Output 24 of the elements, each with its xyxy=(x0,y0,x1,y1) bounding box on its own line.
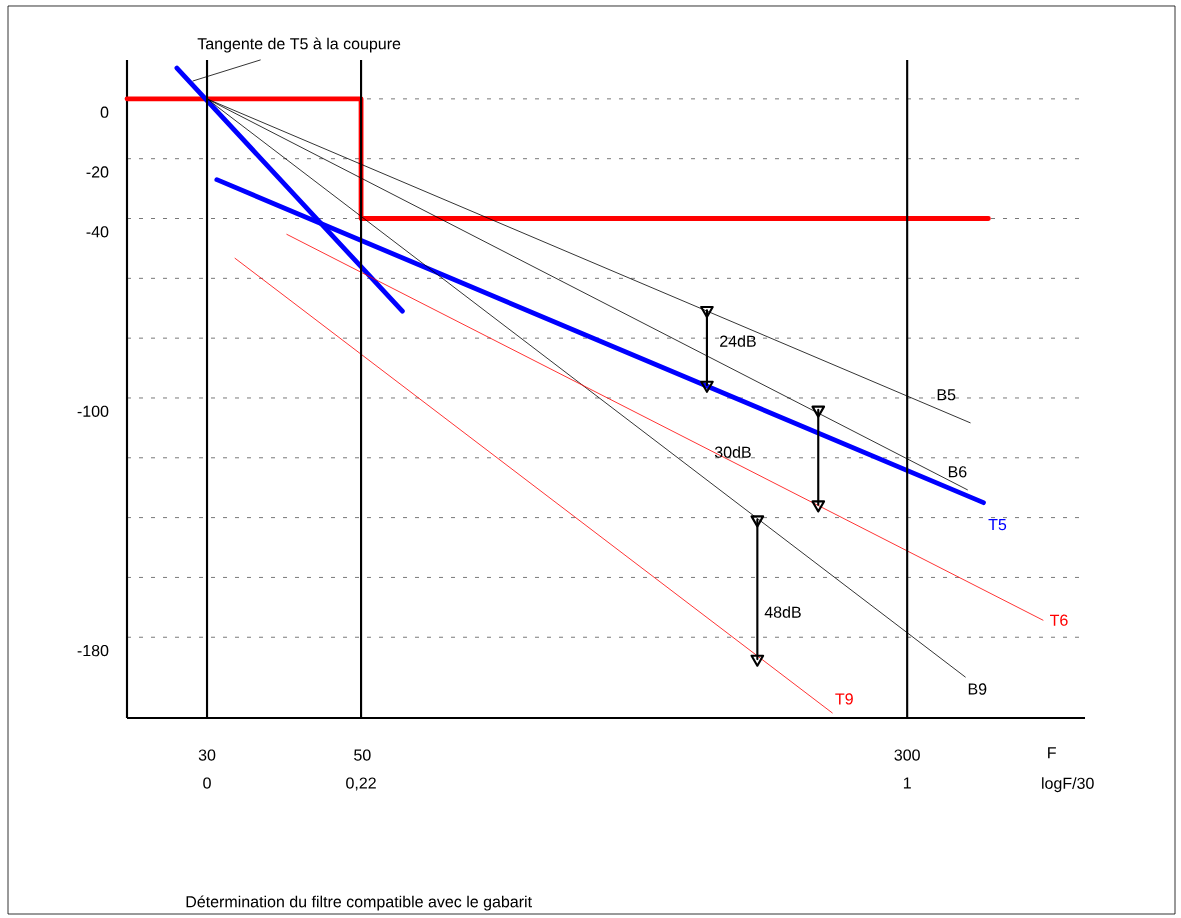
x-tick-label: 0 xyxy=(203,777,211,789)
annotation: 24dB xyxy=(720,335,756,347)
x2-tick-label: 50 xyxy=(354,749,371,761)
x-tick-label: 1 xyxy=(903,777,911,789)
series-label: T9 xyxy=(835,693,853,705)
x2-tick-label: 30 xyxy=(198,749,216,761)
x-tick-label: 0,22 xyxy=(346,777,376,791)
series-label: T5 xyxy=(988,519,1007,531)
y-tick-label: -40 xyxy=(86,226,109,238)
series-label: B6 xyxy=(948,466,967,478)
text: Détermination du filtre compatible avec le gabarit xyxy=(186,895,532,911)
x-axis-title: logF/30 xyxy=(1042,777,1094,793)
series-label: T6 xyxy=(1050,614,1068,626)
annotation: 48dB xyxy=(764,606,801,618)
y-tick-label: -180 xyxy=(77,644,109,657)
y-tick-label: 0 xyxy=(100,106,109,118)
x2-tick-label: 300 xyxy=(894,749,920,761)
series-label: B9 xyxy=(968,683,987,695)
y-tick-label: -100 xyxy=(77,405,109,417)
text: Tangente de T5 à la coupure xyxy=(197,37,401,53)
annotation: 30dB xyxy=(714,446,751,458)
x2-axis-title: F xyxy=(1048,747,1056,759)
y-tick-label: -20 xyxy=(86,166,109,178)
series-label: B5 xyxy=(937,389,956,401)
